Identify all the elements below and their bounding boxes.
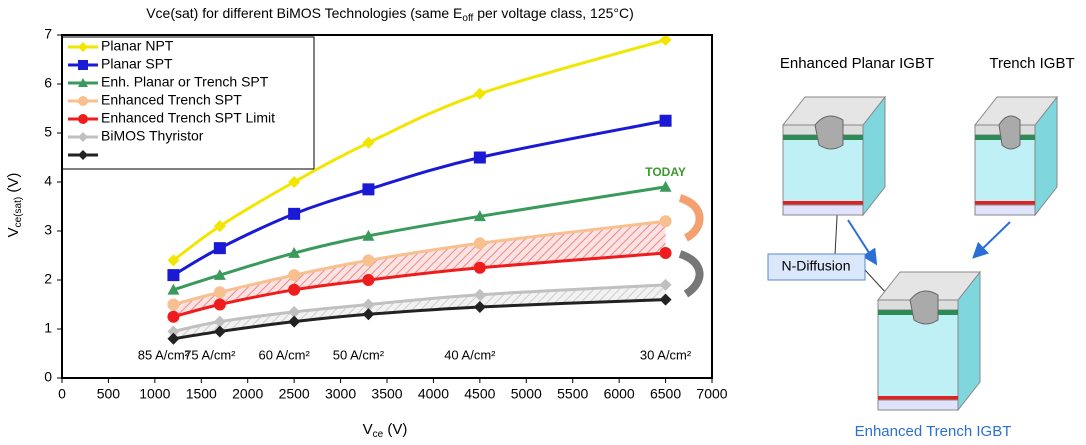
marker (167, 311, 179, 323)
legend-label: Enh. Planar or Trench SPT (101, 74, 269, 90)
y-tick-label: 5 (44, 124, 52, 140)
block-red (783, 201, 863, 205)
y-tick-label: 0 (44, 369, 52, 385)
legend-label: BiMOS Thyristor (101, 128, 204, 144)
annotation: 40 A/cm² (444, 347, 496, 362)
x-tick-label: 2000 (232, 386, 263, 402)
x-tick-label: 500 (97, 386, 121, 402)
marker (78, 60, 88, 70)
x-tick-label: 5500 (557, 386, 588, 402)
y-tick-label: 7 (44, 26, 52, 42)
marker (474, 152, 486, 164)
annotation: 50 A/cm² (333, 347, 385, 362)
marker (362, 274, 374, 286)
arrow (680, 254, 700, 294)
igbt-block (878, 272, 980, 410)
igbt-block (975, 97, 1057, 215)
x-tick-label: 4500 (464, 386, 495, 402)
x-tick-label: 3500 (371, 386, 402, 402)
diagram-label: Trench IGBT (989, 55, 1074, 72)
x-tick-label: 5000 (511, 386, 542, 402)
x-tick-label: 0 (58, 386, 66, 402)
block-bottom (878, 400, 958, 410)
marker (362, 254, 374, 266)
arrow (680, 198, 700, 238)
arrow (975, 222, 1010, 256)
legend-label: Planar SPT (101, 56, 173, 72)
x-tick-label: 1500 (186, 386, 217, 402)
y-axis-label: Vce(sat) (V) (5, 173, 24, 238)
marker (214, 299, 226, 311)
annotation: 30 A/cm² (640, 347, 692, 362)
block-bottom (975, 205, 1035, 215)
marker (474, 237, 486, 249)
annotation: TODAY (645, 165, 686, 179)
marker (167, 299, 179, 311)
marker (78, 114, 88, 124)
legend-label: Enhanced Trench SPT Limit (101, 110, 275, 126)
callout-label: N-Diffusion (782, 258, 851, 274)
x-tick-label: 6000 (604, 386, 635, 402)
gate (910, 291, 938, 324)
annotation: 75 A/cm² (184, 347, 236, 362)
marker (660, 115, 672, 127)
annotation: 85 A/cm² (138, 347, 190, 362)
marker (78, 96, 88, 106)
marker (660, 215, 672, 227)
y-tick-label: 2 (44, 271, 52, 287)
block-red (878, 396, 958, 400)
page: Vce(sat) for different BiMOS Technologie… (0, 0, 1086, 445)
x-tick-label: 2500 (279, 386, 310, 402)
gate (999, 116, 1020, 149)
annotation: 60 A/cm² (258, 347, 310, 362)
x-tick-label: 1000 (139, 386, 170, 402)
x-tick-label: 7000 (696, 386, 727, 402)
marker (474, 88, 486, 100)
legend-label: Enhanced Trench SPT (101, 92, 242, 108)
x-tick-label: 6500 (650, 386, 681, 402)
y-tick-label: 6 (44, 75, 52, 91)
igbt-diagram: Enhanced Planar IGBT Trench IGBT Enhance… (768, 55, 1075, 440)
marker (660, 247, 672, 259)
marker (474, 262, 486, 274)
block-bottom (783, 205, 863, 215)
marker (288, 208, 300, 220)
block-red (975, 201, 1035, 205)
marker (362, 137, 374, 149)
gate (815, 116, 843, 149)
legend-label: Planar NPT (101, 38, 174, 54)
marker (288, 269, 300, 281)
marker (362, 183, 374, 195)
chart-title: Vce(sat) for different BiMOS Technologie… (146, 5, 634, 24)
x-axis-label: Vce (V) (363, 421, 408, 440)
diagram-label: Enhanced Trench IGBT (855, 423, 1012, 440)
marker (214, 286, 226, 298)
x-tick-label: 3000 (325, 386, 356, 402)
marker (214, 242, 226, 254)
y-tick-label: 4 (44, 173, 52, 189)
x-tick-label: 4000 (418, 386, 449, 402)
marker (167, 269, 179, 281)
marker (288, 284, 300, 296)
y-tick-label: 3 (44, 222, 52, 238)
igbt-block (783, 97, 885, 215)
y-tick-label: 1 (44, 320, 52, 336)
marker (288, 176, 300, 188)
diagram-label: Enhanced Planar IGBT (780, 55, 934, 72)
